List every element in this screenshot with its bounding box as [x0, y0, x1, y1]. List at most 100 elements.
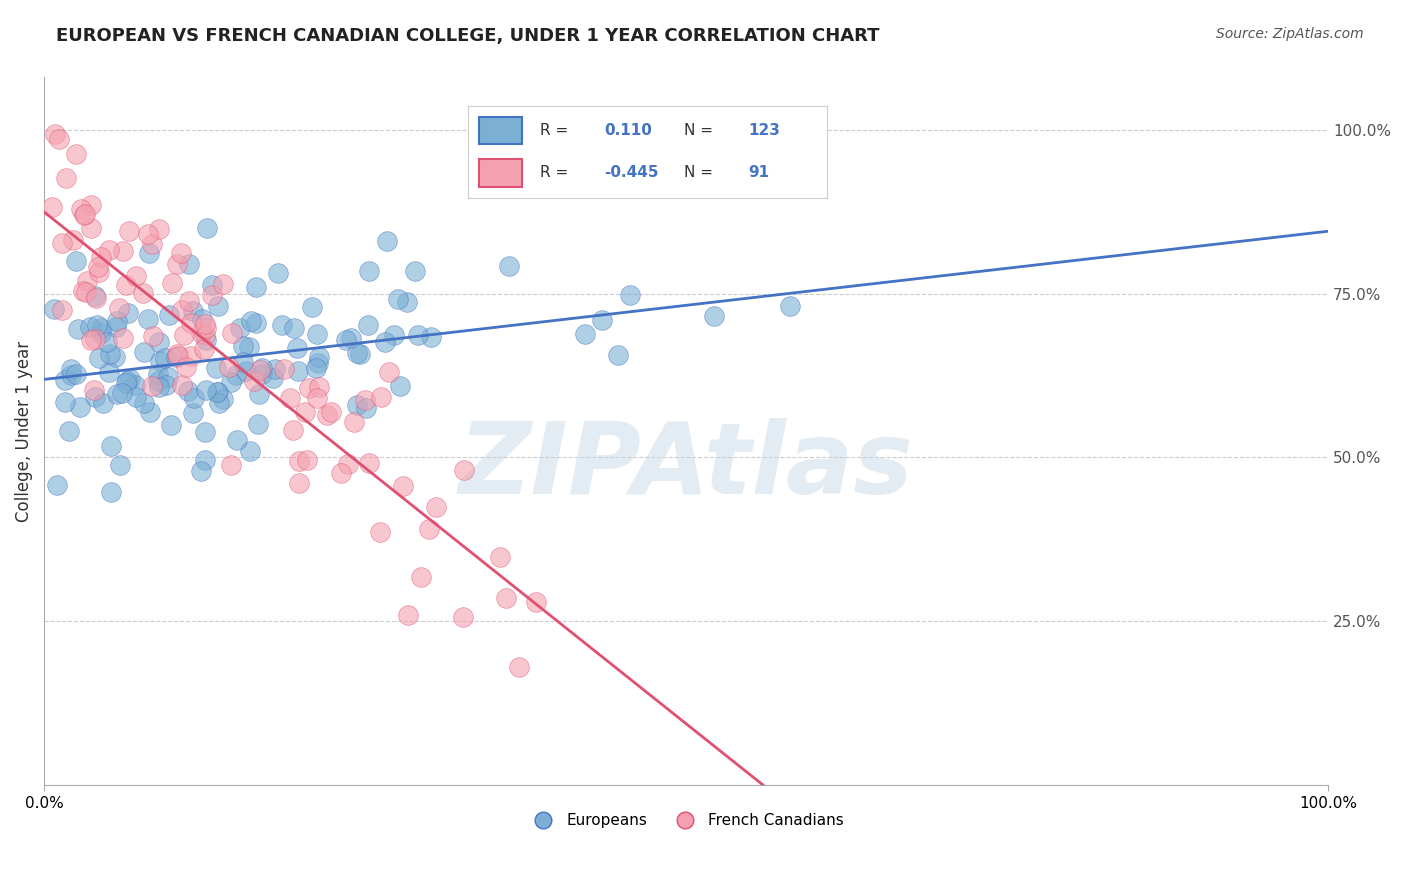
- Point: [346, 398, 368, 412]
- Point: [100, 485, 122, 500]
- Point: [55, 170, 77, 185]
- Point: [406, 328, 429, 343]
- Point: [59, 362, 82, 376]
- Point: [195, 320, 218, 334]
- Point: [80, 221, 103, 235]
- Point: [76, 274, 98, 288]
- Point: [177, 257, 200, 271]
- Point: [329, 466, 352, 480]
- Point: [231, 338, 253, 352]
- Point: [46, 478, 69, 492]
- Text: Source: ZipAtlas.com: Source: ZipAtlas.com: [1216, 27, 1364, 41]
- Point: [377, 365, 399, 379]
- Point: [205, 385, 228, 400]
- Point: [105, 387, 128, 401]
- Point: [110, 458, 132, 472]
- Point: [131, 285, 153, 300]
- Point: [162, 276, 184, 290]
- Point: [157, 308, 180, 322]
- Point: [160, 418, 183, 433]
- Point: [51, 235, 73, 250]
- Point: [118, 224, 141, 238]
- Point: [156, 370, 179, 384]
- Point: [100, 439, 122, 453]
- Point: [89, 351, 111, 365]
- Point: [155, 378, 177, 392]
- Point: [60, 368, 83, 383]
- Point: [353, 393, 375, 408]
- Point: [243, 374, 266, 388]
- Point: [346, 345, 368, 359]
- Point: [205, 360, 228, 375]
- Point: [90, 326, 112, 340]
- Point: [112, 331, 135, 345]
- Point: [489, 549, 512, 564]
- Point: [153, 351, 176, 365]
- Point: [148, 335, 170, 350]
- Point: [66, 322, 89, 336]
- Point: [498, 260, 520, 274]
- Point: [89, 265, 111, 279]
- Point: [69, 400, 91, 414]
- Point: [232, 355, 254, 369]
- Point: [218, 360, 240, 375]
- Point: [219, 375, 242, 389]
- Point: [245, 280, 267, 294]
- Point: [288, 453, 311, 467]
- Point: [287, 364, 309, 378]
- Point: [148, 354, 170, 368]
- Point: [343, 415, 366, 429]
- Point: [86, 260, 108, 275]
- Point: [80, 334, 103, 348]
- Point: [368, 525, 391, 540]
- Point: [591, 313, 613, 327]
- Point: [44, 301, 66, 316]
- Point: [418, 522, 440, 536]
- Point: [194, 317, 217, 331]
- Point: [125, 269, 148, 284]
- Point: [58, 424, 80, 438]
- Point: [308, 350, 330, 364]
- Point: [62, 233, 84, 247]
- Point: [83, 383, 105, 397]
- Point: [91, 395, 114, 409]
- Point: [283, 423, 305, 437]
- Point: [166, 257, 188, 271]
- Text: ZIPAtlas: ZIPAtlas: [458, 418, 914, 516]
- Legend: Europeans, French Canadians: Europeans, French Canadians: [522, 807, 851, 834]
- Point: [229, 321, 252, 335]
- Point: [180, 349, 202, 363]
- Point: [295, 452, 318, 467]
- Point: [73, 207, 96, 221]
- Point: [180, 317, 202, 331]
- Point: [194, 328, 217, 343]
- Point: [307, 391, 329, 405]
- Point: [396, 608, 419, 623]
- Point: [177, 384, 200, 399]
- Point: [172, 302, 194, 317]
- Point: [134, 395, 156, 409]
- Point: [396, 294, 419, 309]
- Point: [246, 417, 269, 431]
- Point: [79, 319, 101, 334]
- Point: [308, 380, 330, 394]
- Point: [273, 361, 295, 376]
- Point: [619, 288, 641, 302]
- Point: [65, 367, 87, 381]
- Point: [41, 200, 63, 214]
- Point: [374, 335, 396, 350]
- Point: [287, 475, 309, 490]
- Point: [73, 208, 96, 222]
- Point: [190, 326, 212, 341]
- Point: [190, 464, 212, 478]
- Point: [245, 317, 267, 331]
- Point: [607, 348, 630, 362]
- Point: [194, 334, 217, 348]
- Point: [219, 458, 242, 473]
- Point: [357, 456, 380, 470]
- Point: [238, 340, 260, 354]
- Point: [211, 392, 233, 406]
- Point: [495, 591, 517, 606]
- Point: [165, 350, 187, 364]
- Point: [65, 254, 87, 268]
